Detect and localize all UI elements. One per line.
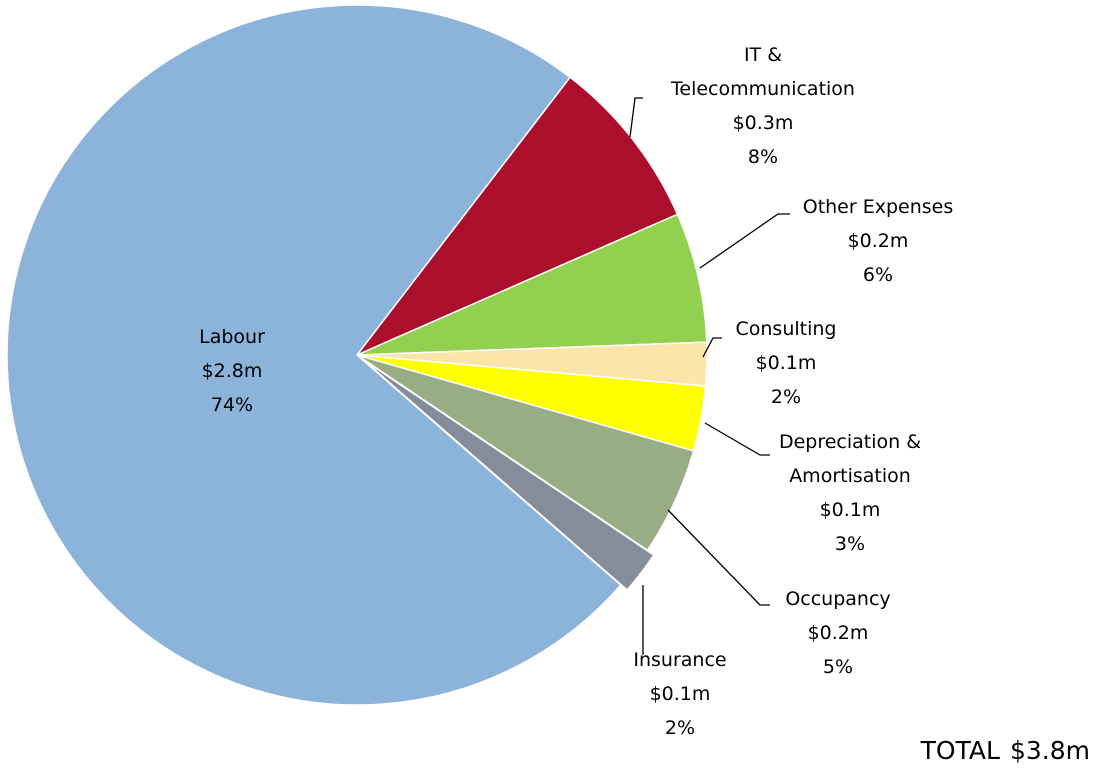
slice-label: IT & Telecommunication $0.3m 8% bbox=[668, 38, 858, 174]
leader-line bbox=[667, 509, 770, 606]
category-label: Insurance bbox=[633, 649, 727, 671]
total-label: TOTAL bbox=[920, 736, 1000, 765]
amount-label: $0.3m bbox=[732, 112, 794, 134]
category-label: Other Expenses bbox=[802, 196, 954, 218]
category-label: Labour bbox=[199, 326, 265, 348]
slice-label: Consulting $0.1m 2% bbox=[691, 312, 881, 414]
leader-line bbox=[699, 213, 790, 269]
slice-label: Insurance $0.1m 2% bbox=[585, 643, 775, 745]
value-label: 3% bbox=[834, 533, 866, 555]
pie-slice bbox=[362, 359, 655, 592]
amount-label: $0.1m bbox=[649, 683, 711, 705]
category-label: Depreciation & Amortisation bbox=[778, 431, 922, 487]
category-label: Occupancy bbox=[785, 588, 891, 610]
total-value: $3.8m bbox=[1009, 736, 1090, 765]
category-label: Consulting bbox=[735, 318, 837, 340]
leader-line bbox=[629, 97, 643, 138]
value-label: 6% bbox=[862, 264, 894, 286]
amount-label: $0.2m bbox=[847, 230, 909, 252]
category-label: IT & Telecommunication bbox=[671, 44, 855, 100]
amount-label: $0.1m bbox=[819, 499, 881, 521]
leader-line bbox=[702, 337, 722, 358]
pie-slice bbox=[356, 76, 679, 356]
slice-label: Occupancy $0.2m 5% bbox=[743, 582, 933, 684]
amount-label: $2.8m bbox=[201, 360, 263, 382]
amount-label: $0.1m bbox=[755, 352, 817, 374]
slice-label: Labour $2.8m 74% bbox=[137, 320, 327, 422]
amount-label: $0.2m bbox=[807, 622, 869, 644]
value-label: 8% bbox=[747, 146, 779, 168]
slice-label: Depreciation & Amortisation $0.1m 3% bbox=[755, 425, 945, 561]
pie-slice bbox=[356, 213, 708, 356]
value-label: 2% bbox=[770, 386, 802, 408]
slice-label: Other Expenses $0.2m 6% bbox=[783, 190, 973, 292]
value-label: 5% bbox=[822, 656, 854, 678]
pie-slice bbox=[6, 4, 622, 706]
value-label: 74% bbox=[210, 394, 254, 416]
value-label: 2% bbox=[664, 717, 696, 739]
total: TOTAL $3.8m bbox=[921, 736, 1090, 765]
leader-line bbox=[704, 422, 770, 456]
